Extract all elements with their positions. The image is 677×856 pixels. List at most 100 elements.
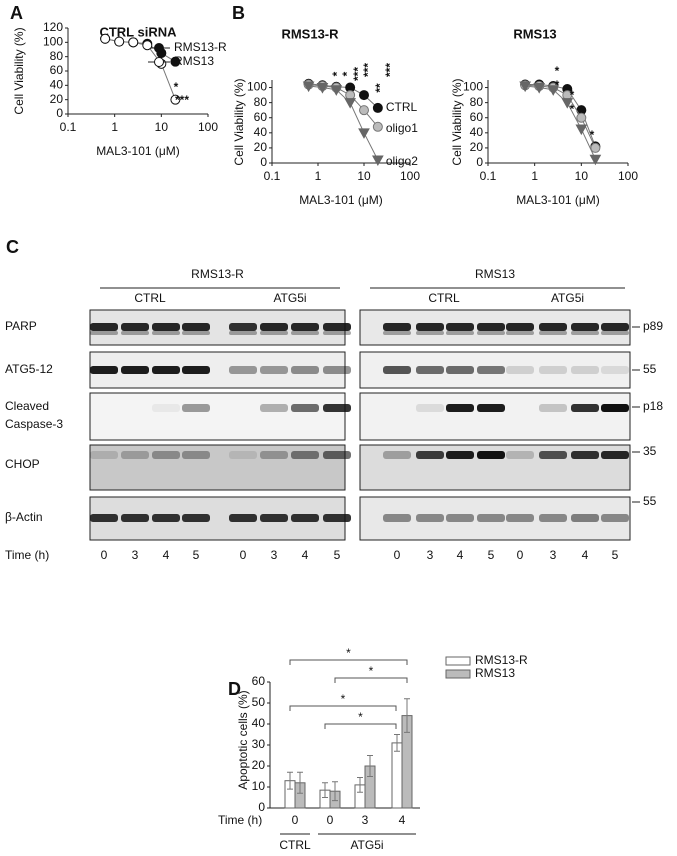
error-bar — [287, 771, 293, 790]
band — [601, 331, 629, 335]
y-tick-label: 0 — [258, 800, 265, 814]
time-label: 5 — [193, 548, 200, 562]
x-tick-label: 0.1 — [480, 169, 497, 183]
legend-label: RMS13 — [475, 666, 515, 680]
annotation: * — [555, 64, 560, 78]
band — [601, 451, 629, 459]
time-label: 0 — [517, 548, 524, 562]
band — [291, 323, 319, 331]
marker — [316, 83, 329, 94]
time-label: 3 — [427, 548, 434, 562]
band — [539, 366, 567, 374]
band — [90, 451, 118, 459]
time-label: 4 — [457, 548, 464, 562]
annotation: *** — [383, 63, 397, 77]
band — [323, 404, 351, 412]
band — [477, 451, 505, 459]
band — [383, 331, 411, 335]
x-axis-label: Time (h) — [218, 813, 262, 827]
band — [182, 514, 210, 522]
band — [182, 331, 210, 335]
marker — [114, 36, 125, 47]
band — [182, 323, 210, 331]
y-tick-label: 20 — [254, 140, 268, 154]
marker — [359, 105, 369, 116]
band — [260, 451, 288, 459]
significance-bracket — [289, 659, 408, 665]
time-label: 3 — [132, 548, 139, 562]
significance-label: * — [341, 692, 346, 706]
band — [229, 451, 257, 459]
band — [260, 323, 288, 331]
size-marker: p18 — [643, 399, 663, 413]
annotation: * — [570, 102, 575, 116]
group-label: ATG5i — [350, 838, 383, 852]
band — [229, 323, 257, 331]
x-tick-label: 100 — [618, 169, 638, 183]
group-title: RMS13 — [475, 267, 515, 281]
band — [260, 331, 288, 335]
x-tick-label: 0.1 — [60, 120, 77, 134]
band — [506, 331, 534, 335]
significance-bracket — [324, 723, 397, 729]
chart-title: RMS13 — [513, 26, 556, 41]
marker — [561, 98, 574, 109]
time-label: 4 — [302, 548, 309, 562]
time-label: 5 — [612, 548, 619, 562]
condition-label: ATG5i — [273, 291, 306, 305]
x-axis-label: MAL3-101 (μM) — [96, 144, 180, 158]
annotation: *** — [361, 63, 375, 77]
marker — [589, 154, 602, 166]
band — [571, 404, 599, 412]
band — [152, 331, 180, 335]
annotation: * — [340, 71, 354, 76]
x-tick-label: 0 — [327, 813, 334, 827]
band — [152, 514, 180, 522]
size-marker: 35 — [643, 444, 657, 458]
band — [90, 366, 118, 374]
band — [152, 451, 180, 459]
band — [571, 323, 599, 331]
band — [291, 404, 319, 412]
band — [477, 366, 505, 374]
significance-bracket — [289, 705, 397, 711]
band — [260, 366, 288, 374]
band — [121, 366, 149, 374]
legend-label: CTRL — [386, 100, 418, 114]
marker — [372, 102, 383, 113]
x-tick-label: 4 — [399, 813, 406, 827]
marker — [302, 81, 315, 93]
blot-frame — [359, 392, 631, 441]
y-tick-label: 20 — [252, 758, 266, 772]
band — [416, 331, 444, 335]
y-tick-label: 40 — [254, 125, 268, 139]
band — [539, 514, 567, 522]
condition-label: CTRL — [428, 291, 460, 305]
band — [601, 323, 629, 331]
band — [90, 514, 118, 522]
band — [477, 323, 505, 331]
band — [229, 514, 257, 522]
y-tick-label: 60 — [50, 63, 64, 77]
marker — [170, 94, 181, 105]
band — [416, 404, 444, 412]
blot-frame — [89, 392, 346, 441]
band — [506, 366, 534, 374]
band — [383, 514, 411, 522]
condition-label: ATG5i — [551, 291, 584, 305]
marker — [359, 90, 369, 101]
x-tick-label: 10 — [155, 120, 169, 134]
y-tick-label: 100 — [43, 35, 63, 49]
error-bar — [322, 782, 328, 798]
panel-label: C — [6, 237, 19, 257]
band — [506, 323, 534, 331]
annotation: *** — [351, 67, 365, 81]
y-tick-label: 100 — [247, 80, 267, 94]
y-tick-label: 80 — [50, 49, 64, 63]
band — [260, 514, 288, 522]
band — [152, 323, 180, 331]
marker — [590, 142, 601, 153]
x-tick-label: 1 — [111, 120, 118, 134]
annotation: * — [590, 128, 595, 142]
